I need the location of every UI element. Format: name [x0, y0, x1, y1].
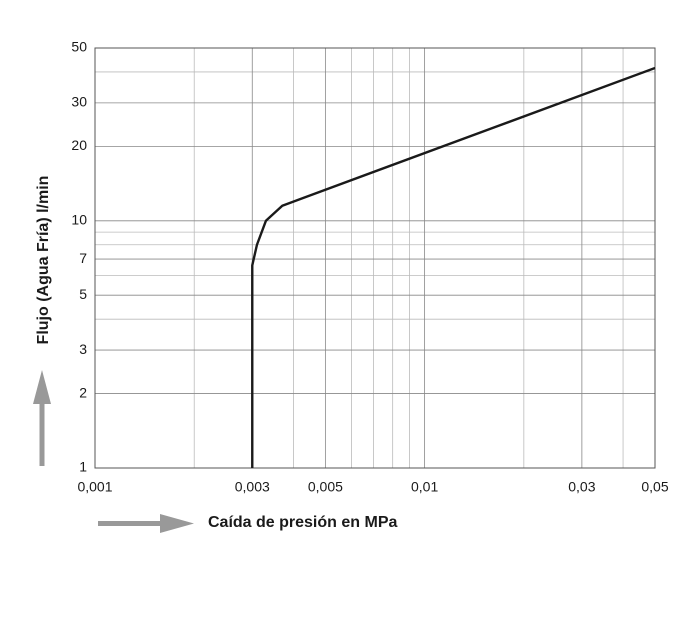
y-tick-label: 10: [71, 211, 87, 227]
x-tick-label: 0,05: [641, 479, 668, 495]
y-tick-label: 3: [79, 341, 87, 357]
x-tick-label: 0,03: [568, 479, 595, 495]
y-tick-label: 30: [71, 94, 87, 110]
plot-frame: [94, 47, 656, 469]
y-tick-label: 2: [79, 384, 87, 400]
y-tick-label: 5: [79, 286, 87, 302]
y-tick-label: 50: [71, 39, 87, 55]
y-tick-label: 20: [71, 137, 87, 153]
y-arrow: [33, 370, 51, 466]
x-tick-label: 0,01: [411, 479, 438, 495]
y-tick-label: 7: [79, 250, 87, 266]
x-tick-label: 0,003: [235, 479, 270, 495]
y-axis-title: Flujo (Agua Fría) l/min: [35, 176, 52, 345]
x-axis-title: Caída de presión en MPa: [208, 514, 397, 531]
x-arrow: [98, 514, 194, 533]
x-tick-label: 0,001: [77, 479, 112, 495]
data-line: [251, 66, 656, 468]
x-tick-label: 0,005: [308, 479, 343, 495]
y-tick-label: 1: [79, 459, 87, 475]
